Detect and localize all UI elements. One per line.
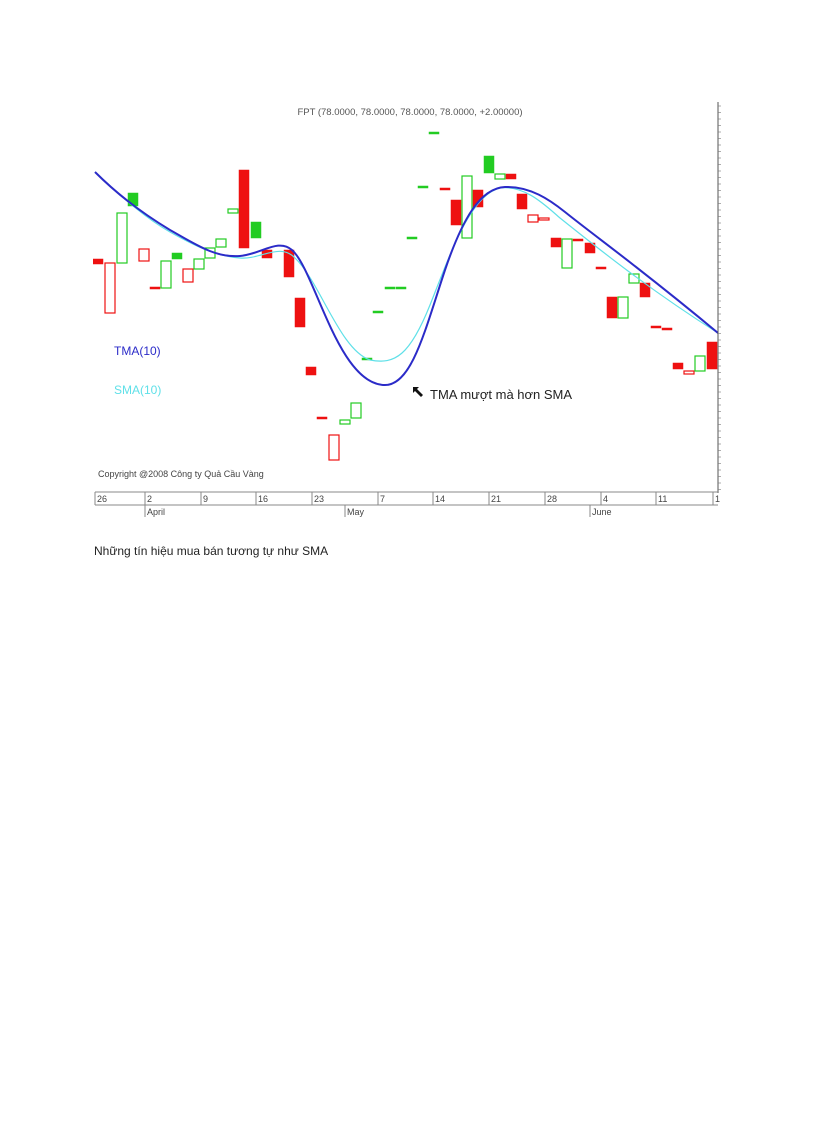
x-tick-label: 23 — [314, 494, 324, 504]
candle — [395, 286, 407, 290]
arrow-icon — [413, 387, 423, 397]
x-tick-label: 14 — [435, 494, 445, 504]
candle — [516, 193, 528, 210]
sma-line — [94, 171, 719, 362]
x-tick-label: 2 — [147, 494, 152, 504]
candle — [461, 175, 473, 239]
candle — [283, 249, 295, 278]
annotation-text: TMA mượt mà hơn SMA — [430, 387, 572, 402]
candle — [215, 238, 227, 248]
x-month-label: April — [147, 507, 165, 517]
legend-tma: TMA(10) — [114, 344, 161, 358]
candle — [116, 212, 128, 264]
candle — [661, 327, 673, 331]
candle — [104, 262, 116, 314]
candle — [650, 325, 662, 329]
candle — [328, 434, 340, 461]
x-tick-label: 7 — [380, 494, 385, 504]
x-tick-label: 28 — [547, 494, 557, 504]
candle — [417, 185, 429, 189]
candle — [617, 296, 629, 319]
candle — [93, 258, 104, 265]
copyright-text: Copyright @2008 Công ty Quả Cầu Vàng — [98, 469, 264, 479]
candle — [305, 366, 317, 376]
x-tick-label: 1 — [715, 494, 720, 504]
x-tick-label: 11 — [658, 494, 667, 504]
candle — [238, 169, 250, 249]
candle — [350, 402, 362, 419]
candle — [372, 310, 384, 314]
candle — [572, 238, 584, 242]
candle — [639, 282, 651, 298]
candle — [384, 286, 396, 290]
candle — [294, 297, 306, 328]
candle — [538, 217, 550, 221]
candle — [428, 131, 440, 135]
candle — [149, 286, 161, 290]
x-tick-label: 26 — [97, 494, 107, 504]
candle — [406, 236, 418, 240]
tma-line — [94, 171, 719, 387]
candlesticks — [93, 131, 718, 461]
candle — [182, 268, 194, 283]
x-tick-label: 4 — [603, 494, 608, 504]
candle — [138, 248, 150, 262]
candle — [160, 260, 172, 289]
chart-title: FPT (78.0000, 78.0000, 78.0000, 78.0000,… — [297, 107, 522, 118]
candle — [483, 155, 495, 174]
legend-sma: SMA(10) — [114, 383, 161, 397]
candle — [706, 341, 718, 370]
candle — [450, 199, 462, 226]
caption-text: Những tín hiệu mua bán tương tự như SMA — [94, 544, 329, 558]
candle — [316, 416, 328, 420]
candle — [550, 237, 562, 248]
candle — [171, 252, 183, 260]
x-tick-label: 21 — [491, 494, 501, 504]
x-tick-label: 9 — [203, 494, 208, 504]
candle — [595, 266, 607, 270]
x-tick-label: 16 — [258, 494, 268, 504]
candle — [527, 214, 539, 223]
candle — [494, 173, 506, 180]
candle — [505, 173, 517, 180]
candle — [250, 221, 262, 239]
candle — [193, 258, 205, 270]
candle — [561, 238, 573, 269]
candle — [606, 296, 618, 319]
fpt-chart: 26 2 9 16 23 7 14 21 28 4 11 1 April May June FPT (78.… — [93, 97, 723, 517]
candle — [339, 419, 351, 425]
candle — [694, 355, 706, 372]
candle — [683, 370, 695, 375]
candle — [439, 187, 451, 191]
candle — [672, 362, 684, 370]
x-month-label: June — [592, 507, 612, 517]
candle — [584, 242, 596, 254]
x-month-label: May — [347, 507, 365, 517]
candle — [227, 208, 239, 214]
